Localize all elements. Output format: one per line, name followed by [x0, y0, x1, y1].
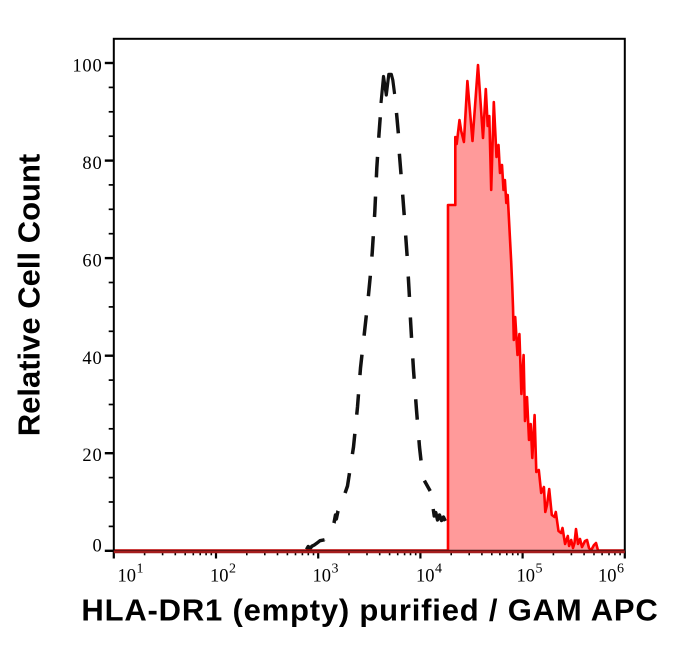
svg-text:0: 0	[92, 537, 102, 557]
svg-text:60: 60	[82, 252, 102, 272]
svg-text:HLA-DR1 (empty) purified / GAM: HLA-DR1 (empty) purified / GAM APC	[81, 593, 658, 628]
svg-text:40: 40	[82, 349, 102, 369]
svg-text:100: 100	[72, 56, 102, 76]
svg-text:20: 20	[82, 446, 102, 466]
svg-text:80: 80	[82, 154, 102, 174]
svg-text:Relative Cell Count: Relative Cell Count	[11, 154, 46, 437]
